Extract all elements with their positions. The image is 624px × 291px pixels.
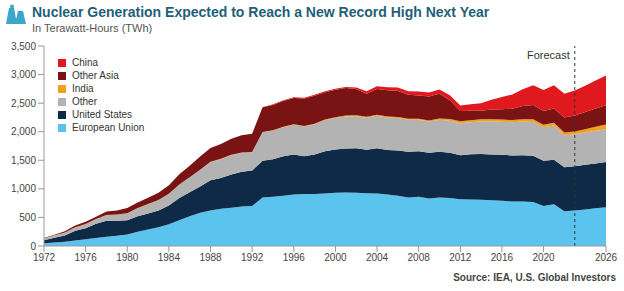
svg-text:1992: 1992 bbox=[241, 252, 264, 263]
svg-text:1996: 1996 bbox=[283, 252, 306, 263]
svg-text:500: 500 bbox=[19, 212, 36, 223]
svg-text:1,500: 1,500 bbox=[11, 155, 36, 166]
html-text:United States: United States bbox=[72, 109, 132, 120]
html-text:Nuclear Generation Expected to: Nuclear Generation Expected to Reach a N… bbox=[32, 4, 490, 20]
svg-text:1984: 1984 bbox=[158, 252, 181, 263]
svg-text:3,500: 3,500 bbox=[11, 41, 36, 52]
svg-text:2004: 2004 bbox=[366, 252, 389, 263]
html-text:Other: Other bbox=[72, 96, 97, 107]
svg-text:1980: 1980 bbox=[116, 252, 139, 263]
html-text:European Union: European Union bbox=[72, 122, 145, 133]
html-text:India: India bbox=[72, 83, 94, 94]
html-text:China: China bbox=[72, 57, 99, 68]
svg-text:2016: 2016 bbox=[491, 252, 514, 263]
svg-text:2020: 2020 bbox=[532, 252, 555, 263]
svg-text:2008: 2008 bbox=[408, 252, 431, 263]
svg-text:Forecast: Forecast bbox=[527, 49, 570, 61]
html-text:In Terawatt-Hours (TWh): In Terawatt-Hours (TWh) bbox=[32, 22, 153, 34]
html-text:Other Asia: Other Asia bbox=[72, 70, 119, 81]
svg-text:0: 0 bbox=[30, 241, 36, 252]
svg-text:1976: 1976 bbox=[75, 252, 98, 263]
svg-text:2,000: 2,000 bbox=[11, 126, 36, 137]
html-text:Source: IEA, U.S. Global Inves: Source: IEA, U.S. Global Investors bbox=[453, 272, 616, 283]
svg-text:1972: 1972 bbox=[33, 252, 56, 263]
svg-text:2,500: 2,500 bbox=[11, 98, 36, 109]
svg-text:2012: 2012 bbox=[449, 252, 472, 263]
svg-text:1,000: 1,000 bbox=[11, 183, 36, 194]
svg-text:2026: 2026 bbox=[595, 252, 616, 263]
svg-text:2000: 2000 bbox=[324, 252, 347, 263]
svg-text:1988: 1988 bbox=[199, 252, 222, 263]
svg-text:3,000: 3,000 bbox=[11, 69, 36, 80]
